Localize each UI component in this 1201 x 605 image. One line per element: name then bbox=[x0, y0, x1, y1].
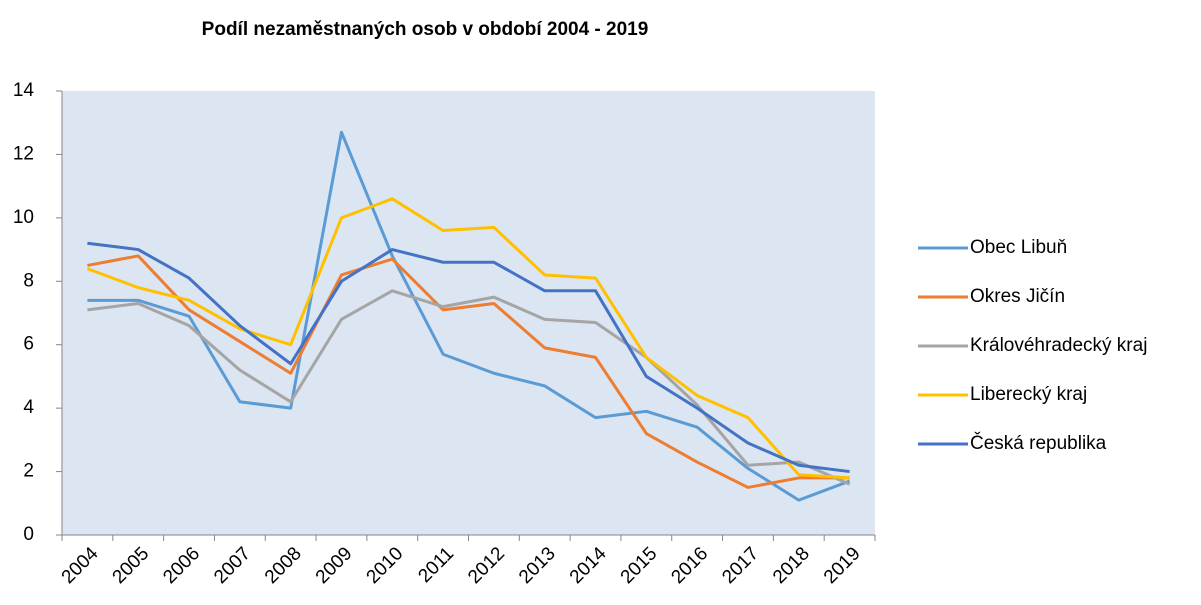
series-line bbox=[86, 197, 850, 480]
chart-title: Podíl nezaměstnaných osob v období 2004 … bbox=[202, 19, 649, 40]
y-tick-label: 4 bbox=[23, 397, 34, 418]
x-tick-label: 2008 bbox=[261, 543, 306, 588]
y-tick-label: 14 bbox=[13, 80, 35, 101]
y-tick-label: 10 bbox=[13, 207, 34, 228]
legend-label: Obec Libuň bbox=[970, 237, 1067, 258]
x-tick-label: 2017 bbox=[718, 543, 763, 588]
y-tick-label: 2 bbox=[23, 461, 34, 482]
x-tick-label: 2010 bbox=[363, 543, 408, 588]
x-tick-label: 2018 bbox=[769, 543, 814, 588]
x-tick-label: 2007 bbox=[210, 543, 255, 588]
x-tick-label: 2016 bbox=[667, 543, 712, 588]
x-tick-label: 2004 bbox=[58, 543, 103, 588]
plot-area bbox=[62, 91, 875, 535]
x-tick-label: 2012 bbox=[464, 543, 509, 588]
x-tick-label: 2009 bbox=[312, 543, 357, 588]
x-tick-label: 2014 bbox=[566, 543, 611, 588]
y-tick-label: 6 bbox=[23, 334, 34, 355]
legend-label: Liberecký kraj bbox=[970, 384, 1087, 405]
series-line bbox=[87, 289, 851, 486]
series-line bbox=[87, 130, 851, 502]
y-tick-label: 12 bbox=[13, 143, 34, 164]
x-tick-label: 2005 bbox=[109, 543, 154, 588]
x-tick-label: 2006 bbox=[159, 543, 204, 588]
series-line bbox=[87, 254, 850, 489]
x-tick-label: 2015 bbox=[617, 543, 662, 588]
x-tick-label: 2019 bbox=[820, 543, 865, 588]
x-tick-label: 2011 bbox=[414, 543, 458, 587]
legend-label: Česká republika bbox=[970, 432, 1107, 454]
y-tick-label: 8 bbox=[23, 270, 34, 291]
y-tick-label: 0 bbox=[23, 524, 34, 545]
x-tick-label: 2013 bbox=[515, 543, 560, 588]
legend-label: Královéhradecký kraj bbox=[970, 335, 1147, 356]
series-line bbox=[87, 241, 850, 474]
legend-label: Okres Jičín bbox=[970, 286, 1065, 307]
